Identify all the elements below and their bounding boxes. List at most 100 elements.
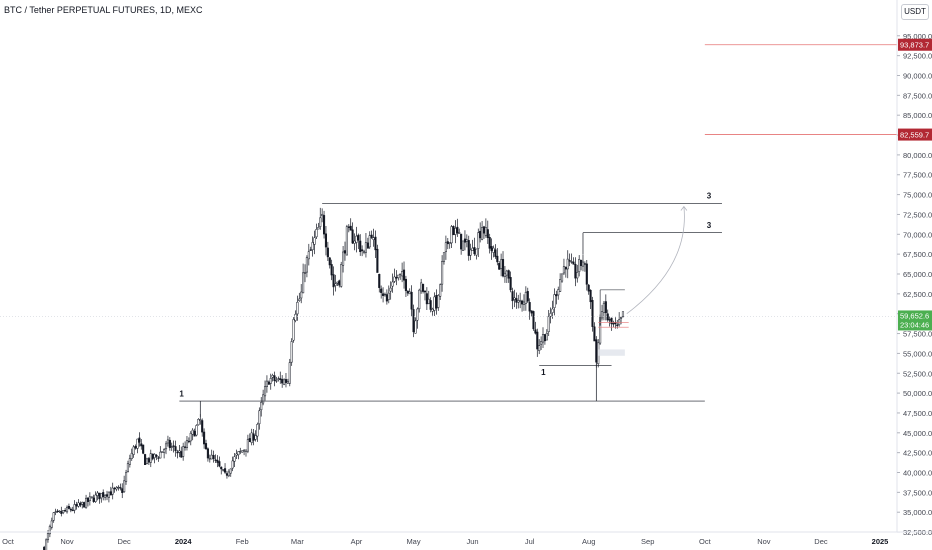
candle-body[interactable] xyxy=(237,451,240,456)
candle-body[interactable] xyxy=(444,242,447,253)
candle-body[interactable] xyxy=(145,458,149,464)
candle-body[interactable] xyxy=(433,296,436,311)
candle-body[interactable] xyxy=(560,273,564,282)
candle-body[interactable] xyxy=(467,240,470,256)
candle-body[interactable] xyxy=(77,502,80,507)
candle-body[interactable] xyxy=(376,248,379,273)
candle-body[interactable] xyxy=(309,249,312,251)
candle-body[interactable] xyxy=(364,242,367,253)
candle-body[interactable] xyxy=(252,433,255,441)
candle-body[interactable] xyxy=(507,270,510,279)
candle-body[interactable] xyxy=(115,487,118,490)
candle-body[interactable] xyxy=(418,289,421,310)
candle-body[interactable] xyxy=(130,452,133,459)
candle-body[interactable] xyxy=(269,378,272,384)
candle-body[interactable] xyxy=(532,311,535,330)
candle-body[interactable] xyxy=(69,508,72,511)
candle-body[interactable] xyxy=(427,298,430,304)
candle-body[interactable] xyxy=(284,379,288,383)
candle-body[interactable] xyxy=(206,448,209,459)
candle-body[interactable] xyxy=(225,473,229,476)
candle-body[interactable] xyxy=(244,449,248,452)
price-level-tag[interactable] xyxy=(898,128,932,141)
candle-body[interactable] xyxy=(347,226,350,228)
candle-body[interactable] xyxy=(166,439,169,444)
candle-body[interactable] xyxy=(534,329,537,334)
candle-body[interactable] xyxy=(509,277,512,291)
candle-body[interactable] xyxy=(286,381,289,384)
candle-body[interactable] xyxy=(545,332,548,341)
candle-body[interactable] xyxy=(439,284,442,297)
candle-body[interactable] xyxy=(357,234,360,241)
candle-body[interactable] xyxy=(136,438,139,449)
candle-body[interactable] xyxy=(397,274,400,279)
candle-body[interactable] xyxy=(85,497,88,509)
candle-body[interactable] xyxy=(572,261,575,265)
candle-body[interactable] xyxy=(96,492,99,496)
projection-arc[interactable] xyxy=(626,206,685,315)
candle-body[interactable] xyxy=(60,511,63,514)
candle-body[interactable] xyxy=(492,247,495,253)
candle-body[interactable] xyxy=(157,457,160,459)
candle-body[interactable] xyxy=(155,454,158,457)
candle-body[interactable] xyxy=(566,258,569,270)
candle-body[interactable] xyxy=(526,291,529,302)
candle-body[interactable] xyxy=(414,320,417,334)
candle-body[interactable] xyxy=(256,424,259,437)
candle-body[interactable] xyxy=(159,451,162,459)
candle-body[interactable] xyxy=(263,386,267,397)
candle-body[interactable] xyxy=(343,250,347,254)
candle-body[interactable] xyxy=(513,297,516,300)
candle-body[interactable] xyxy=(262,394,265,404)
candle-body[interactable] xyxy=(176,451,179,454)
candle-body[interactable] xyxy=(187,440,190,443)
candle-body[interactable] xyxy=(189,432,192,442)
candle-body[interactable] xyxy=(446,241,449,245)
candle-body[interactable] xyxy=(456,226,459,234)
candle-body[interactable] xyxy=(265,380,268,387)
candle-body[interactable] xyxy=(501,259,505,277)
candle-body[interactable] xyxy=(475,248,478,256)
candle-body[interactable] xyxy=(140,443,143,447)
candle-body[interactable] xyxy=(621,311,625,317)
candle-body[interactable] xyxy=(277,378,280,380)
candle-body[interactable] xyxy=(326,247,329,258)
candle-body[interactable] xyxy=(395,276,398,279)
candle-body[interactable] xyxy=(522,301,526,305)
candle-body[interactable] xyxy=(387,292,390,300)
candle-body[interactable] xyxy=(153,453,156,458)
candle-body[interactable] xyxy=(315,229,318,238)
candle-body[interactable] xyxy=(163,449,166,453)
candle-body[interactable] xyxy=(258,410,261,425)
candle-body[interactable] xyxy=(195,425,198,436)
candle-body[interactable] xyxy=(100,493,103,499)
candle-body[interactable] xyxy=(498,263,501,270)
candle-body[interactable] xyxy=(279,378,282,380)
candle-body[interactable] xyxy=(608,319,611,321)
candle-body[interactable] xyxy=(45,539,48,550)
candle-body[interactable] xyxy=(410,291,413,310)
candle-body[interactable] xyxy=(178,450,181,453)
candle-body[interactable] xyxy=(86,497,90,502)
candle-body[interactable] xyxy=(149,453,152,463)
candle-body[interactable] xyxy=(393,276,396,282)
candle-body[interactable] xyxy=(203,431,206,445)
candle-body[interactable] xyxy=(620,316,623,319)
candle-body[interactable] xyxy=(612,323,615,325)
candle-body[interactable] xyxy=(425,293,428,305)
candle-body[interactable] xyxy=(437,295,440,308)
candle-body[interactable] xyxy=(126,463,129,472)
candle-body[interactable] xyxy=(324,233,328,248)
candle-body[interactable] xyxy=(536,331,539,350)
candle-body[interactable] xyxy=(366,242,369,249)
candle-body[interactable] xyxy=(389,287,392,292)
candle-body[interactable] xyxy=(355,235,358,243)
candle-body[interactable] xyxy=(581,261,585,267)
candle-body[interactable] xyxy=(104,494,107,498)
candle-body[interactable] xyxy=(271,375,274,378)
candle-body[interactable] xyxy=(214,459,217,461)
candle-body[interactable] xyxy=(305,257,308,273)
candle-body[interactable] xyxy=(311,242,314,251)
candle-body[interactable] xyxy=(117,486,120,489)
